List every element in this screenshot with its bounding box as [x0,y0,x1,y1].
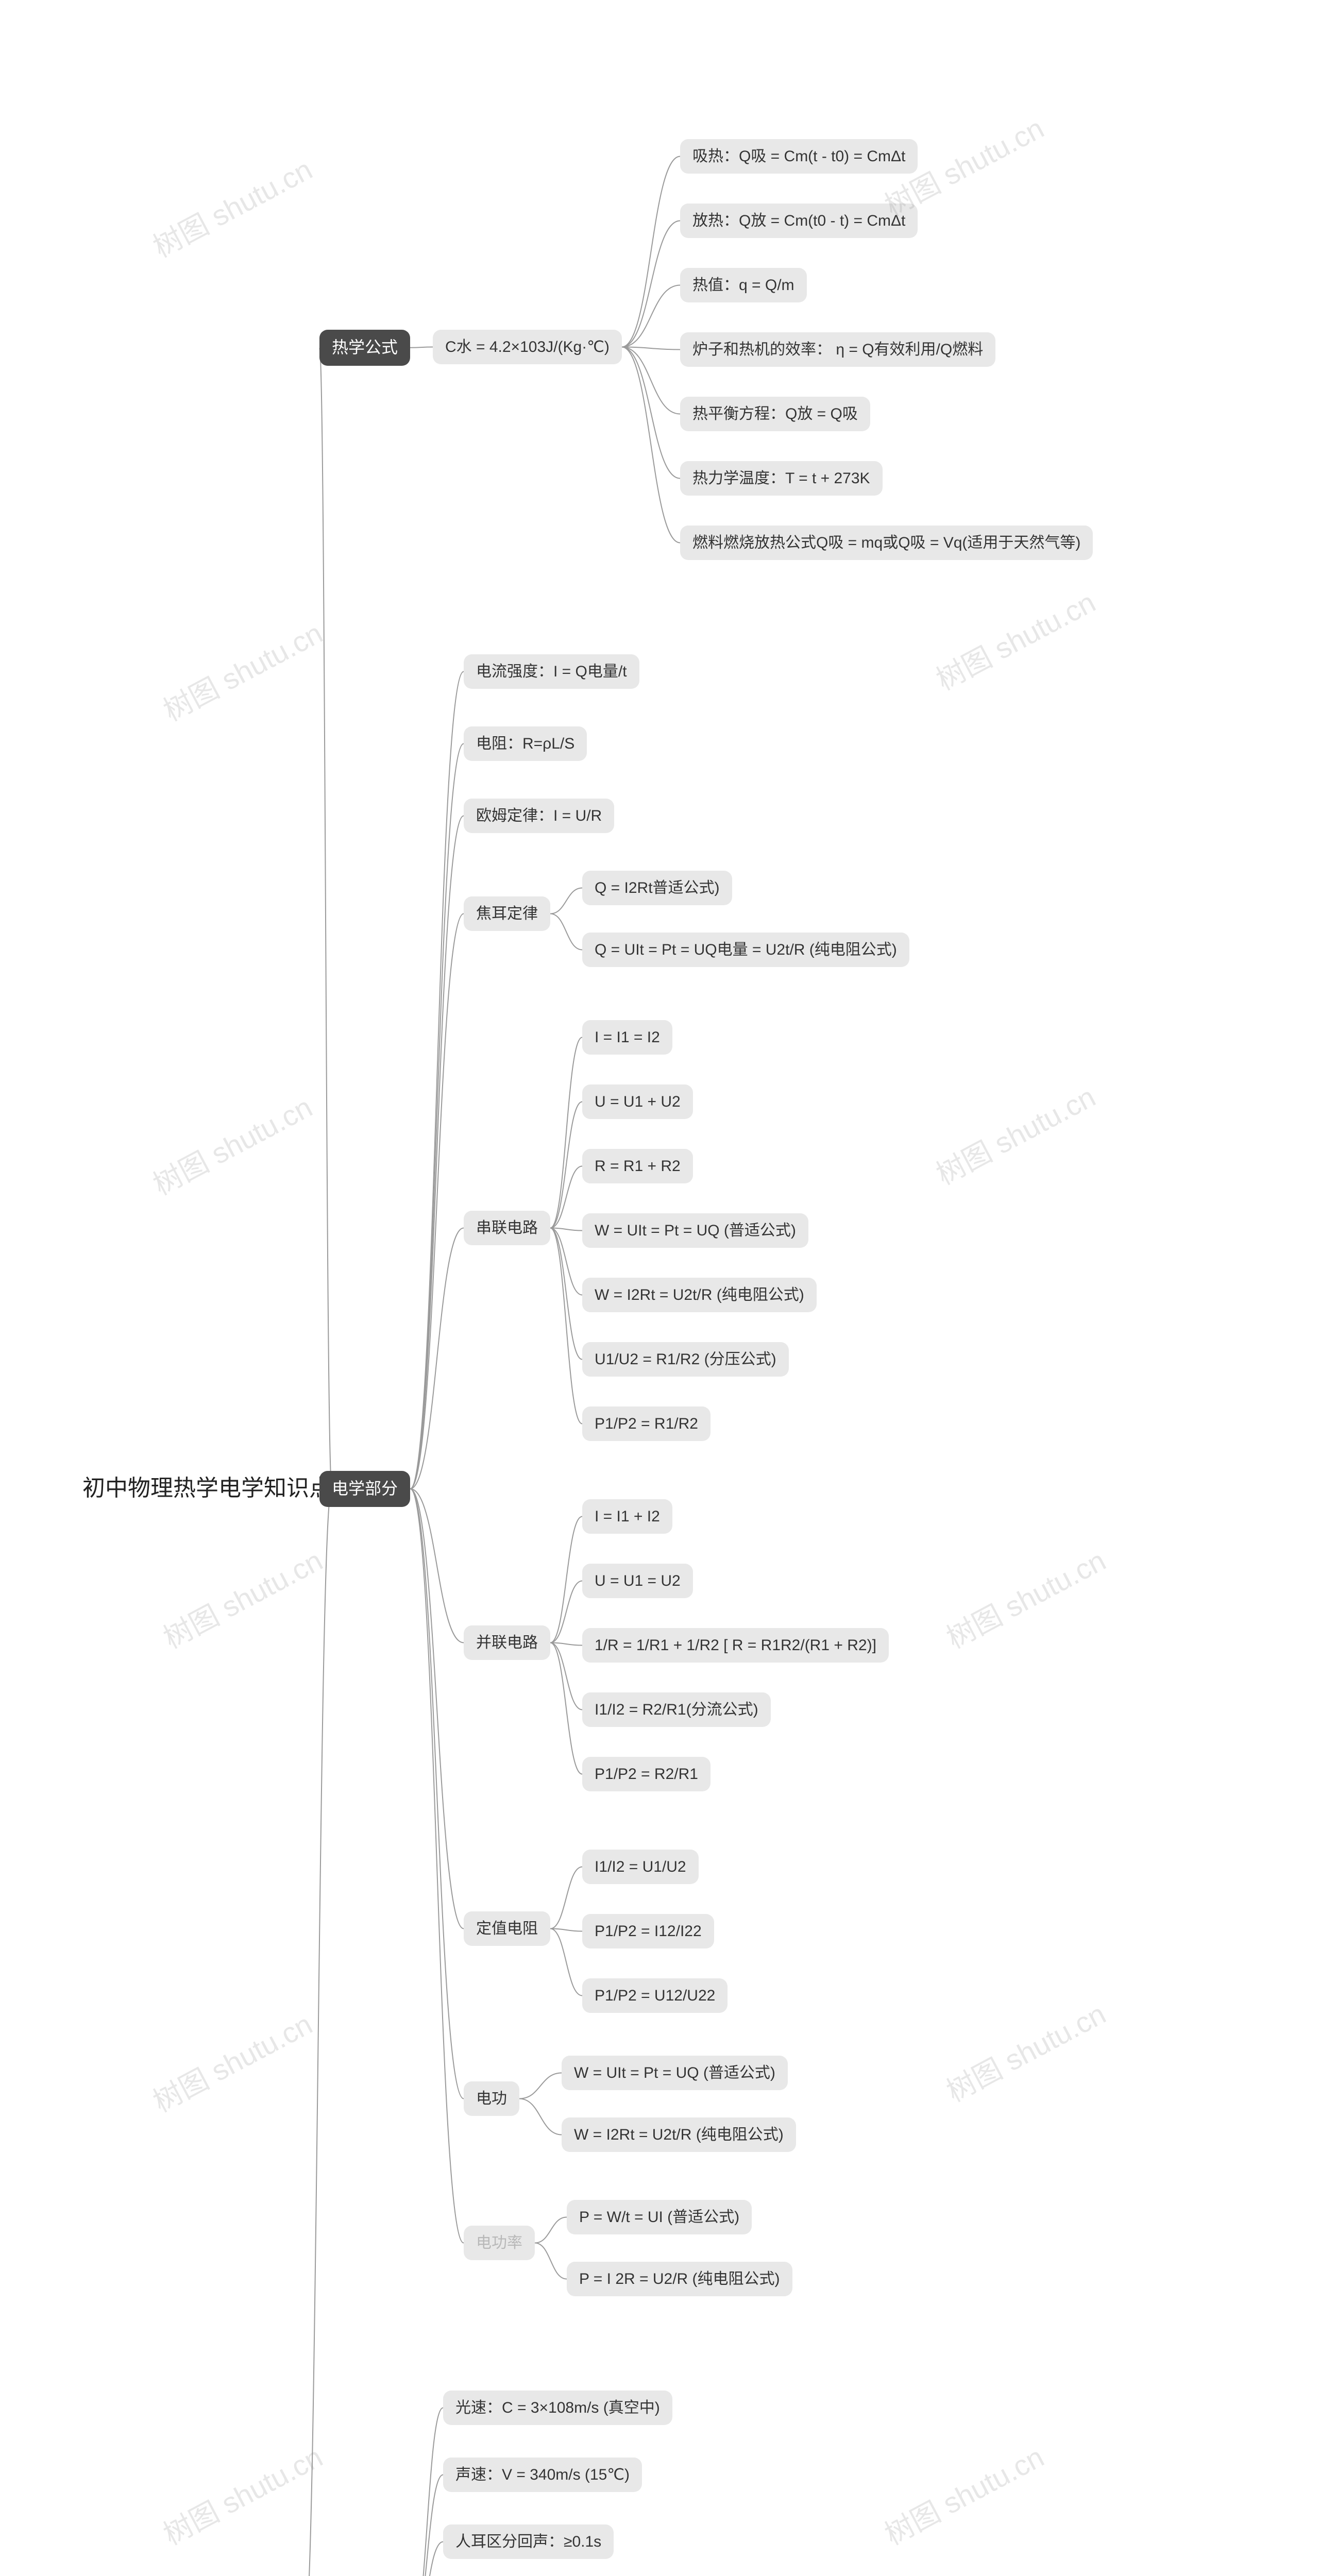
leaf-elec-6-2: P1/P2 = U12/U22 [582,1978,728,2013]
node-elec-2: 欧姆定律：I = U/R [464,799,614,833]
leaf-thermo-0-0: 吸热：Q吸 = Cm(t - t0) = CmΔt [680,139,918,174]
node-elec-1: 电阻：R=ρL/S [464,726,587,761]
leaf-elec-4-6: P1/P2 = R1/R2 [582,1406,711,1441]
leaf-elec-5-0-label: I = I1 + I2 [595,1508,660,1525]
leaf-elec-3-1: Q = UIt = Pt = UQ电量 = U2t/R (纯电阻公式) [582,933,909,967]
leaf-elec-4-2-label: R = R1 + R2 [595,1158,681,1175]
watermark: 树图 shutu.cn [876,2434,1051,2553]
node-consts-1: 声速：V = 340m/s (15℃) [443,2458,642,2492]
leaf-elec-8-0: P = W/t = UI (普适公式) [567,2200,752,2234]
watermark: 树图 shutu.cn [938,1538,1112,1657]
leaf-elec-4-4: W = I2Rt = U2t/R (纯电阻公式) [582,1278,817,1312]
leaf-elec-6-2-label: P1/P2 = U12/U22 [595,1987,715,2004]
leaf-thermo-0-2-label: 热值：q = Q/m [692,277,794,294]
leaf-elec-3-0-label: Q = I2Rt普适公式) [595,879,720,896]
leaf-elec-5-2-label: 1/R = 1/R1 + 1/R2 [ R = R1R2/(R1 + R2)] [595,1637,876,1654]
node-elec-5: 并联电路 [464,1625,550,1660]
leaf-thermo-0-1: 放热：Q放 = Cm(t0 - t) = CmΔt [680,204,918,238]
leaf-elec-5-4: P1/P2 = R2/R1 [582,1757,711,1791]
branch-elec-label: 电学部分 [332,1479,398,1498]
root-node: 初中物理热学电学知识点 [82,1473,332,1503]
leaf-thermo-0-4-label: 热平衡方程：Q放 = Q吸 [692,405,858,422]
leaf-elec-8-1-label: P = I 2R = U2/R (纯电阻公式) [579,2270,780,2287]
node-elec-6: 定值电阻 [464,1911,550,1946]
leaf-elec-5-1: U = U1 = U2 [582,1564,693,1598]
node-elec-3-label: 焦耳定律 [476,905,538,922]
leaf-elec-6-1: P1/P2 = I12/I22 [582,1914,714,1948]
watermark: 树图 shutu.cn [155,611,329,730]
leaf-elec-4-3: W = UIt = Pt = UQ (普适公式) [582,1213,808,1248]
leaf-elec-5-4-label: P1/P2 = R2/R1 [595,1766,698,1783]
leaf-elec-8-1: P = I 2R = U2/R (纯电阻公式) [567,2262,792,2296]
node-consts-1-label: 声速：V = 340m/s (15℃) [455,2466,630,2483]
leaf-elec-7-1: W = I2Rt = U2t/R (纯电阻公式) [562,2117,796,2152]
leaf-elec-5-0: I = I1 + I2 [582,1499,672,1534]
leaf-elec-5-2: 1/R = 1/R1 + 1/R2 [ R = R1R2/(R1 + R2)] [582,1628,889,1663]
leaf-elec-4-3-label: W = UIt = Pt = UQ (普适公式) [595,1222,796,1239]
watermark: 树图 shutu.cn [155,1538,329,1657]
watermark: 树图 shutu.cn [145,1084,319,1204]
leaf-elec-6-0-label: I1/I2 = U1/U2 [595,1858,686,1875]
node-elec-8: 电功率 [464,2226,535,2260]
root-node-label: 初中物理热学电学知识点 [82,1476,332,1501]
branch-thermo: 热学公式 [319,330,410,366]
leaf-elec-7-0: W = UIt = Pt = UQ (普适公式) [562,2056,788,2090]
leaf-thermo-0-6: 燃料燃烧放热公式Q吸 = mq或Q吸 = Vq(适用于天然气等) [680,526,1093,560]
leaf-thermo-0-5-label: 热力学温度：T = t + 273K [692,470,870,487]
leaf-thermo-0-5: 热力学温度：T = t + 273K [680,461,883,496]
leaf-elec-4-4-label: W = I2Rt = U2t/R (纯电阻公式) [595,1286,804,1303]
branch-thermo-label: 热学公式 [332,338,398,357]
leaf-elec-4-6-label: P1/P2 = R1/R2 [595,1415,698,1432]
node-consts-2: 人耳区分回声：≥0.1s [443,2524,614,2559]
leaf-elec-6-0: I1/I2 = U1/U2 [582,1850,699,1884]
leaf-thermo-0-2: 热值：q = Q/m [680,268,807,302]
watermark: 树图 shutu.cn [145,147,319,266]
node-elec-0: 电流强度：I = Q电量/t [464,654,639,689]
leaf-elec-5-1-label: U = U1 = U2 [595,1572,681,1589]
node-thermo-0-label: C水 = 4.2×103J/(Kg·℃) [445,338,610,355]
leaf-elec-4-5-label: U1/U2 = R1/R2 (分压公式) [595,1351,776,1368]
leaf-thermo-0-4: 热平衡方程：Q放 = Q吸 [680,397,870,431]
branch-elec: 电学部分 [319,1471,410,1507]
leaf-elec-4-1-label: U = U1 + U2 [595,1093,681,1110]
leaf-elec-3-1-label: Q = UIt = Pt = UQ电量 = U2t/R (纯电阻公式) [595,941,897,958]
leaf-thermo-0-6-label: 燃料燃烧放热公式Q吸 = mq或Q吸 = Vq(适用于天然气等) [692,534,1080,551]
node-thermo-0: C水 = 4.2×103J/(Kg·℃) [433,330,622,364]
leaf-thermo-0-3-label: 炉子和热机的效率： η = Q有效利用/Q燃料 [692,341,983,358]
leaf-elec-4-1: U = U1 + U2 [582,1084,693,1119]
node-elec-2-label: 欧姆定律：I = U/R [476,807,602,824]
node-elec-6-label: 定值电阻 [476,1920,538,1937]
node-elec-5-label: 并联电路 [476,1634,538,1651]
watermark: 树图 shutu.cn [155,2434,329,2553]
node-elec-7-label: 电功 [476,2090,507,2107]
leaf-elec-3-0: Q = I2Rt普适公式) [582,871,732,905]
watermark: 树图 shutu.cn [938,1991,1112,2110]
leaf-elec-6-1-label: P1/P2 = I12/I22 [595,1923,702,1940]
leaf-elec-4-0: I = I1 = I2 [582,1020,672,1055]
node-elec-0-label: 电流强度：I = Q电量/t [476,663,627,680]
leaf-elec-4-0-label: I = I1 = I2 [595,1029,660,1046]
leaf-thermo-0-3: 炉子和热机的效率： η = Q有效利用/Q燃料 [680,332,995,367]
node-consts-0: 光速：C = 3×108m/s (真空中) [443,2391,672,2425]
leaf-elec-8-0-label: P = W/t = UI (普适公式) [579,2209,739,2226]
leaf-elec-7-1-label: W = I2Rt = U2t/R (纯电阻公式) [574,2126,784,2143]
node-elec-8-label: 电功率 [476,2234,522,2251]
leaf-elec-5-3: I1/I2 = R2/R1(分流公式) [582,1692,771,1727]
leaf-thermo-0-1-label: 放热：Q放 = Cm(t0 - t) = CmΔt [692,212,905,229]
node-elec-3: 焦耳定律 [464,896,550,931]
node-consts-0-label: 光速：C = 3×108m/s (真空中) [455,2399,660,2416]
leaf-elec-5-3-label: I1/I2 = R2/R1(分流公式) [595,1701,758,1718]
node-elec-4: 串联电路 [464,1211,550,1245]
watermark: 树图 shutu.cn [928,580,1102,699]
leaf-elec-4-2: R = R1 + R2 [582,1149,693,1183]
node-elec-7: 电功 [464,2081,519,2116]
node-elec-1-label: 电阻：R=ρL/S [476,735,574,752]
node-elec-4-label: 串联电路 [476,1219,538,1236]
node-consts-2-label: 人耳区分回声：≥0.1s [455,2533,601,2550]
watermark: 树图 shutu.cn [145,2002,319,2121]
watermark: 树图 shutu.cn [928,1074,1102,1193]
leaf-elec-7-0-label: W = UIt = Pt = UQ (普适公式) [574,2064,775,2081]
leaf-elec-4-5: U1/U2 = R1/R2 (分压公式) [582,1342,789,1377]
leaf-thermo-0-0-label: 吸热：Q吸 = Cm(t - t0) = CmΔt [692,148,905,165]
